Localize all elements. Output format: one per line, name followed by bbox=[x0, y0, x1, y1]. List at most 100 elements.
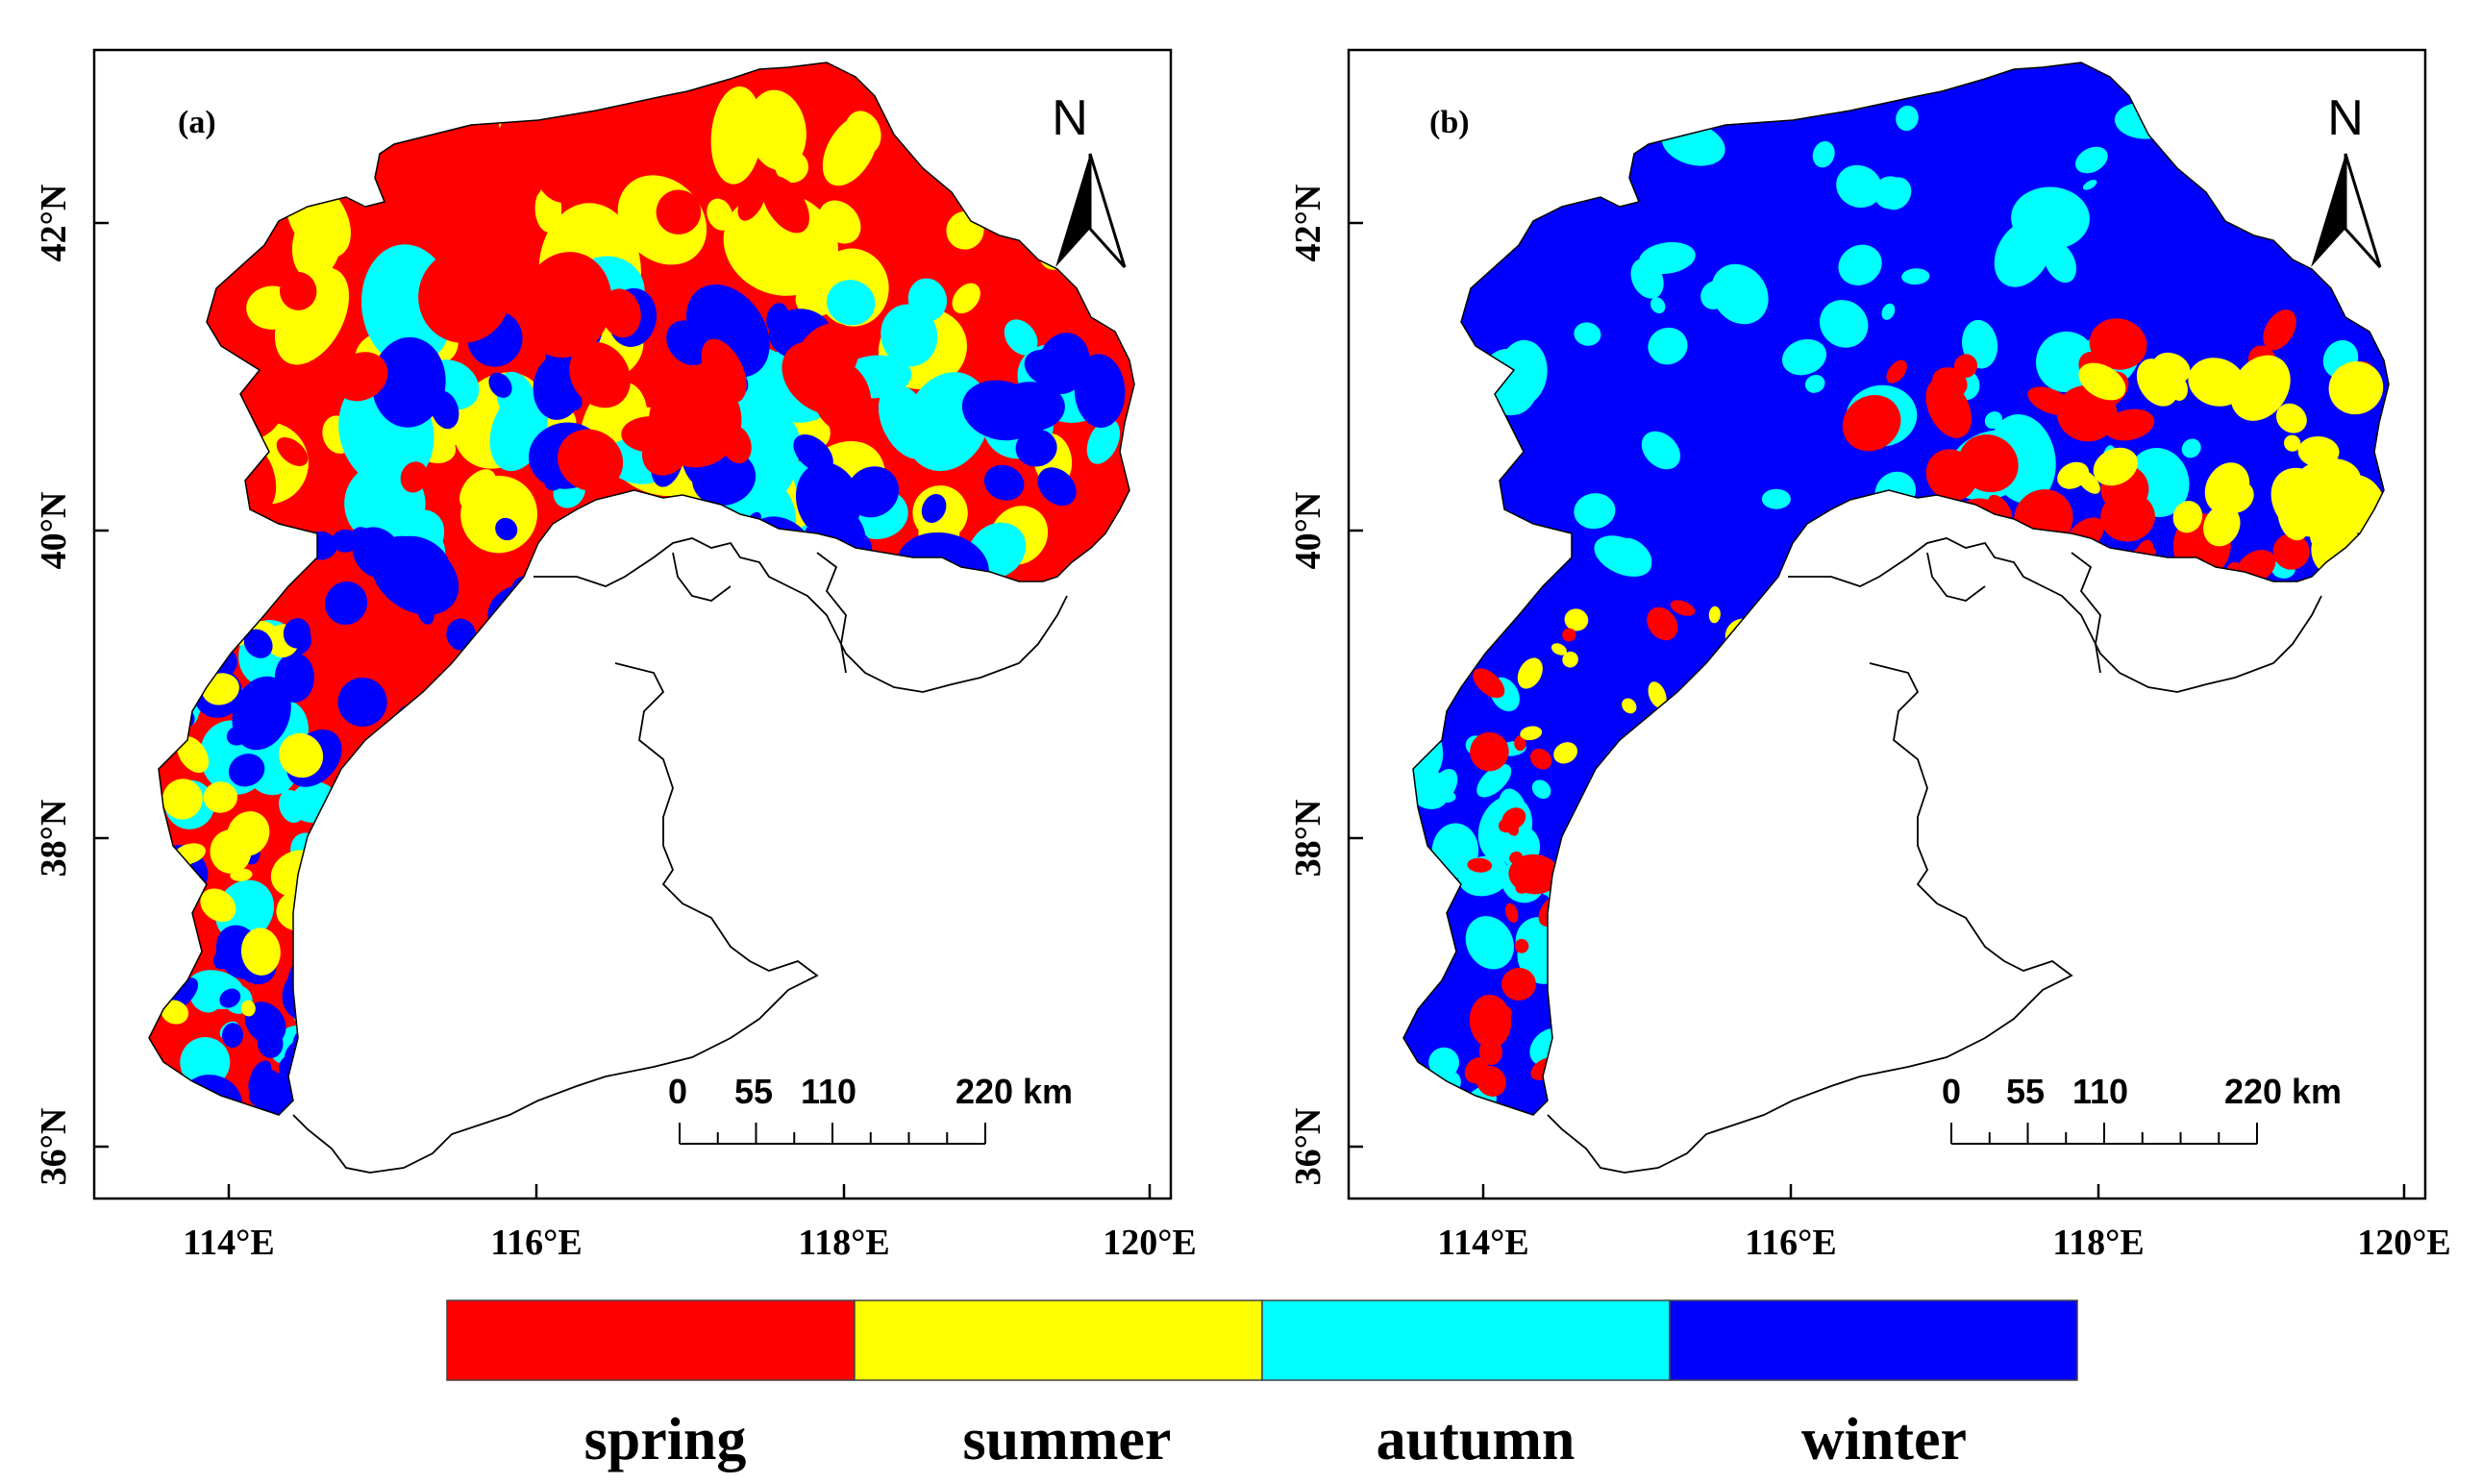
season-patch bbox=[921, 493, 947, 524]
scale-bar: 0 55 110 220 km bbox=[1942, 1072, 2342, 1145]
season-patch bbox=[488, 372, 512, 398]
svg-text:N: N bbox=[2327, 90, 2364, 146]
season-patch bbox=[710, 86, 762, 185]
x-tick-label: 118°E bbox=[798, 1223, 889, 1263]
season-patch bbox=[569, 341, 631, 408]
season-patch bbox=[245, 895, 269, 916]
season-patch bbox=[1477, 1005, 1512, 1027]
season-patch bbox=[291, 208, 342, 280]
legend-label-summer: summer bbox=[963, 1407, 1172, 1472]
season-patch bbox=[1708, 606, 1721, 624]
season-patch bbox=[2181, 438, 2201, 458]
season-patch bbox=[747, 89, 806, 171]
season-patch bbox=[1514, 735, 1526, 752]
map-panel-b: 114°E 116°E 118°E 120°E 42°N 40°N 38°N 36°N (b)… bbox=[1288, 48, 2451, 1263]
svg-text:110: 110 bbox=[2072, 1072, 2128, 1111]
y-tick-label: 36°N bbox=[1288, 1108, 1328, 1186]
season-patch bbox=[2152, 352, 2191, 384]
season-patch bbox=[417, 601, 434, 625]
season-patch bbox=[1504, 903, 1519, 924]
season-patch bbox=[1562, 628, 1576, 642]
season-patch bbox=[1476, 763, 1512, 798]
season-patch bbox=[761, 175, 809, 234]
season-patch bbox=[2275, 403, 2307, 433]
season-patch bbox=[247, 714, 265, 728]
season-patch bbox=[878, 383, 935, 459]
season-patch bbox=[1804, 374, 1825, 393]
season-patch bbox=[1004, 319, 1038, 356]
season-patch bbox=[441, 196, 504, 260]
season-patch bbox=[1520, 726, 1543, 741]
season-patch bbox=[386, 535, 451, 588]
season-patch bbox=[795, 323, 859, 391]
season-patch bbox=[2283, 434, 2301, 452]
season-patch bbox=[2188, 358, 2245, 407]
season-patch bbox=[1531, 779, 1551, 799]
x-tick-label: 120°E bbox=[1103, 1223, 1197, 1263]
y-tick-label: 40°N bbox=[1288, 492, 1328, 570]
svg-text:0: 0 bbox=[1942, 1072, 1961, 1111]
season-patch bbox=[1434, 789, 1456, 804]
season-patch bbox=[180, 1037, 231, 1088]
season-patch bbox=[520, 252, 612, 359]
season-patch bbox=[1574, 322, 1601, 346]
season-patch bbox=[1553, 742, 1578, 764]
svg-text:N: N bbox=[1052, 90, 1088, 146]
season-patch bbox=[1551, 643, 1567, 655]
season-patch bbox=[1881, 303, 1896, 320]
season-patch bbox=[1639, 241, 1696, 275]
season-patch bbox=[1473, 668, 1505, 699]
x-tick-label: 114°E bbox=[1437, 1223, 1528, 1263]
season-patch bbox=[1641, 431, 1681, 470]
season-patch bbox=[1564, 608, 1589, 631]
season-patch bbox=[1896, 105, 1919, 132]
season-patch bbox=[2056, 385, 2118, 442]
season-patch bbox=[2093, 447, 2138, 486]
season-patch bbox=[961, 380, 1041, 441]
season-patch bbox=[203, 781, 237, 813]
x-tick-label: 116°E bbox=[490, 1223, 582, 1263]
legend-label-autumn: autumn bbox=[1377, 1407, 1575, 1472]
season-patch bbox=[200, 888, 236, 923]
season-patch bbox=[400, 461, 429, 493]
season-patch bbox=[244, 1002, 286, 1045]
season-patch bbox=[243, 629, 273, 658]
season-patch bbox=[1472, 1067, 1491, 1086]
season-patch bbox=[2309, 515, 2347, 558]
season-patch bbox=[1958, 434, 2019, 493]
season-patch bbox=[177, 735, 210, 774]
season-patch bbox=[723, 192, 838, 296]
season-patch bbox=[276, 436, 309, 467]
season-patch bbox=[460, 476, 538, 554]
season-patch bbox=[1574, 493, 1616, 530]
season-patch bbox=[2328, 361, 2384, 415]
scale-bar: 0 55 110 220 km bbox=[668, 1072, 1073, 1145]
north-arrow-icon: N bbox=[2311, 90, 2382, 269]
legend-swatch-autumn bbox=[1261, 1299, 1671, 1381]
season-patch bbox=[1648, 681, 1667, 708]
season-patch bbox=[1925, 378, 1972, 438]
province-borders bbox=[292, 537, 1068, 1174]
season-patch bbox=[1647, 606, 1678, 641]
season-patch bbox=[1619, 537, 1652, 569]
map-panel-a: 114°E 116°E 118°E 120°E 42°N 40°N 38°N 36°N (a)… bbox=[34, 48, 1197, 1263]
y-tick-label: 40°N bbox=[34, 492, 74, 570]
season-patch bbox=[161, 1000, 189, 1025]
season-patch bbox=[1501, 967, 1536, 1001]
season-patch bbox=[1501, 807, 1526, 830]
season-patch bbox=[2272, 533, 2310, 570]
season-patch bbox=[1529, 748, 1552, 770]
season-patch bbox=[1470, 731, 1509, 772]
y-tick-label: 42°N bbox=[1288, 185, 1328, 262]
x-tick-label: 114°E bbox=[183, 1223, 274, 1263]
season-patch bbox=[2203, 505, 2241, 547]
season-patch bbox=[1086, 419, 1121, 464]
season-patch bbox=[2263, 309, 2296, 351]
season-patch bbox=[283, 618, 310, 649]
svg-text:110: 110 bbox=[801, 1072, 856, 1111]
y-tick-label: 36°N bbox=[34, 1108, 74, 1186]
season-patch bbox=[1842, 395, 1901, 452]
season-patch bbox=[656, 189, 702, 235]
season-patch bbox=[279, 732, 324, 779]
